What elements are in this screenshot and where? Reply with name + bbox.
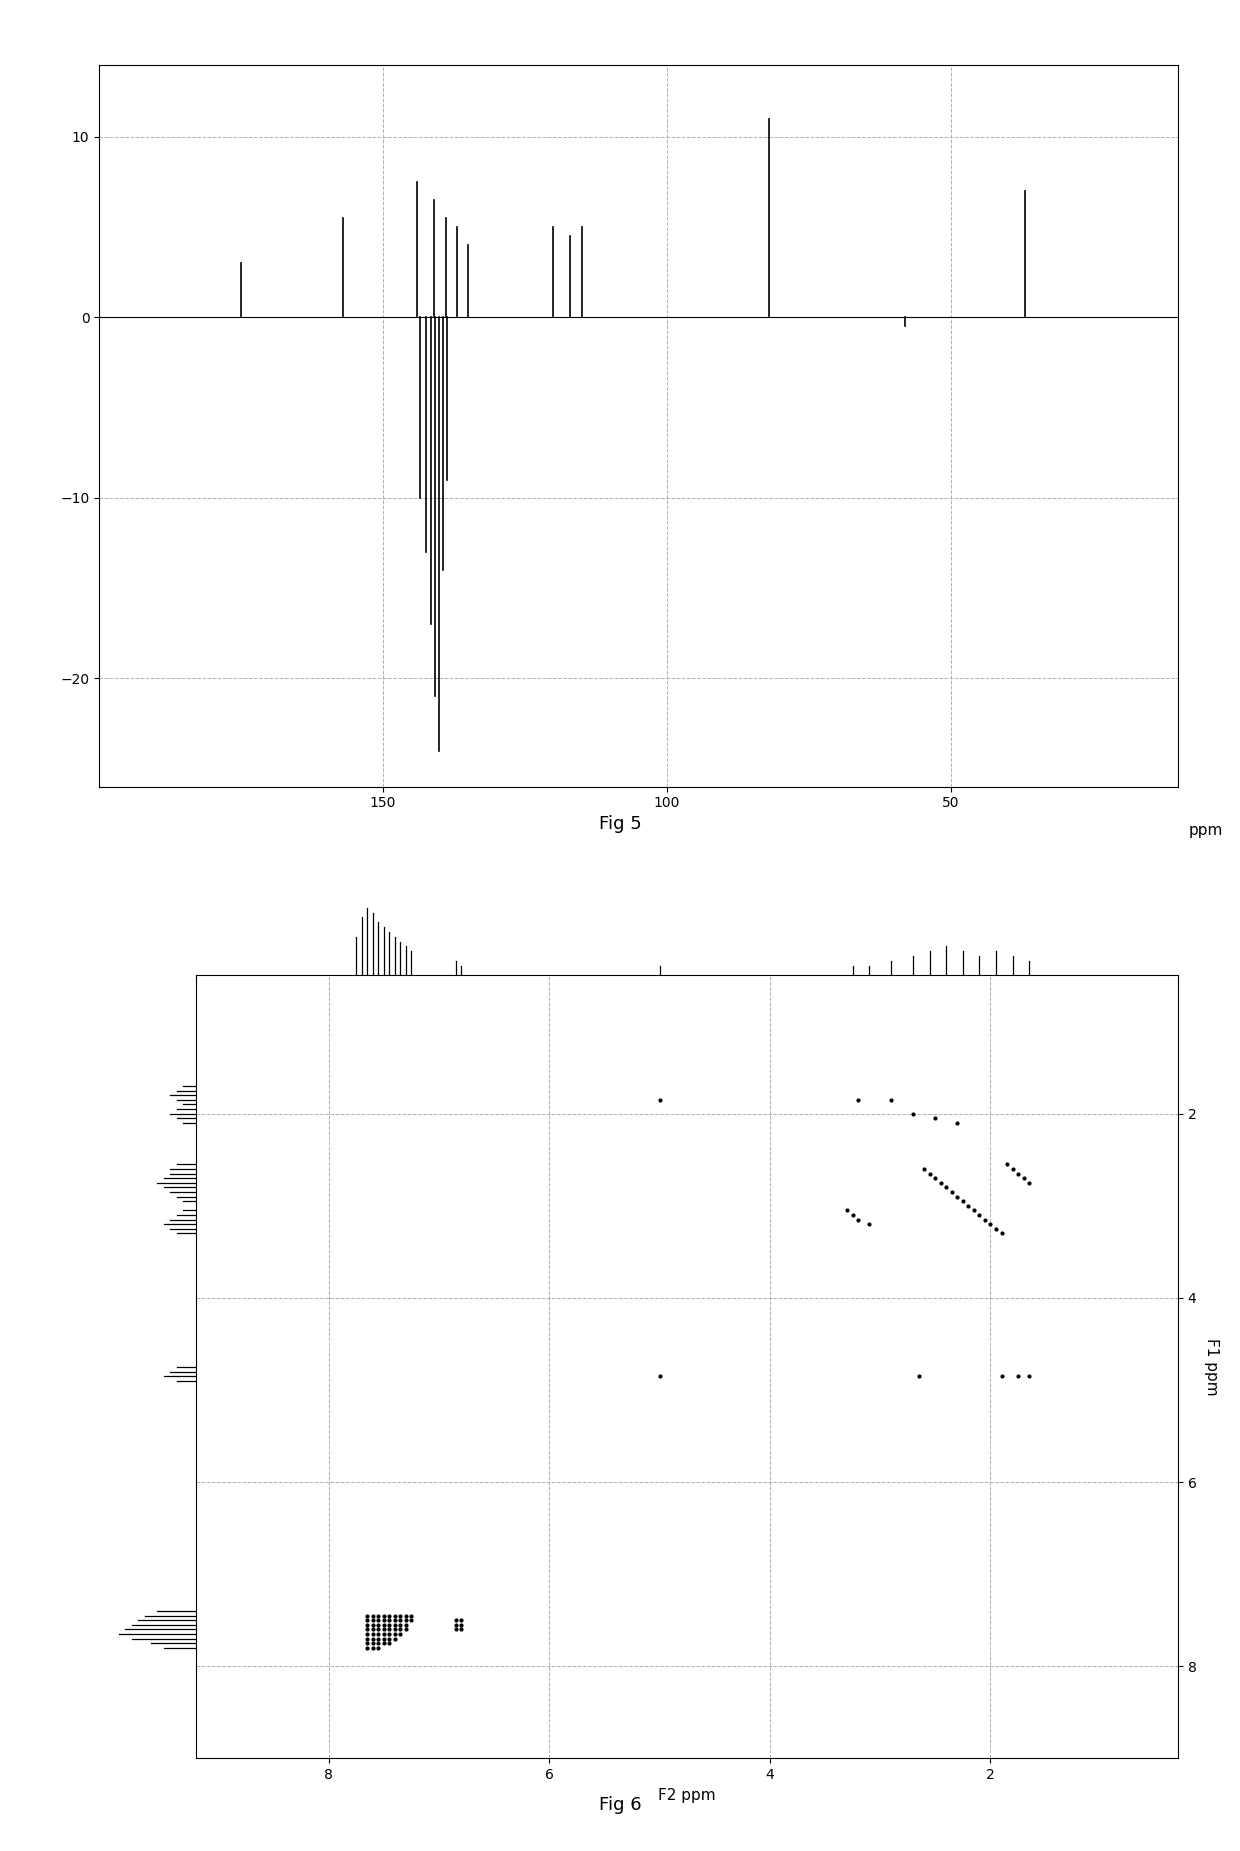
X-axis label: F2 ppm: F2 ppm xyxy=(658,1788,715,1803)
Text: Fig 5: Fig 5 xyxy=(599,814,641,833)
Text: Fig 6: Fig 6 xyxy=(599,1795,641,1814)
Text: ppm: ppm xyxy=(1189,822,1223,839)
Y-axis label: F1 ppm: F1 ppm xyxy=(1204,1338,1219,1396)
